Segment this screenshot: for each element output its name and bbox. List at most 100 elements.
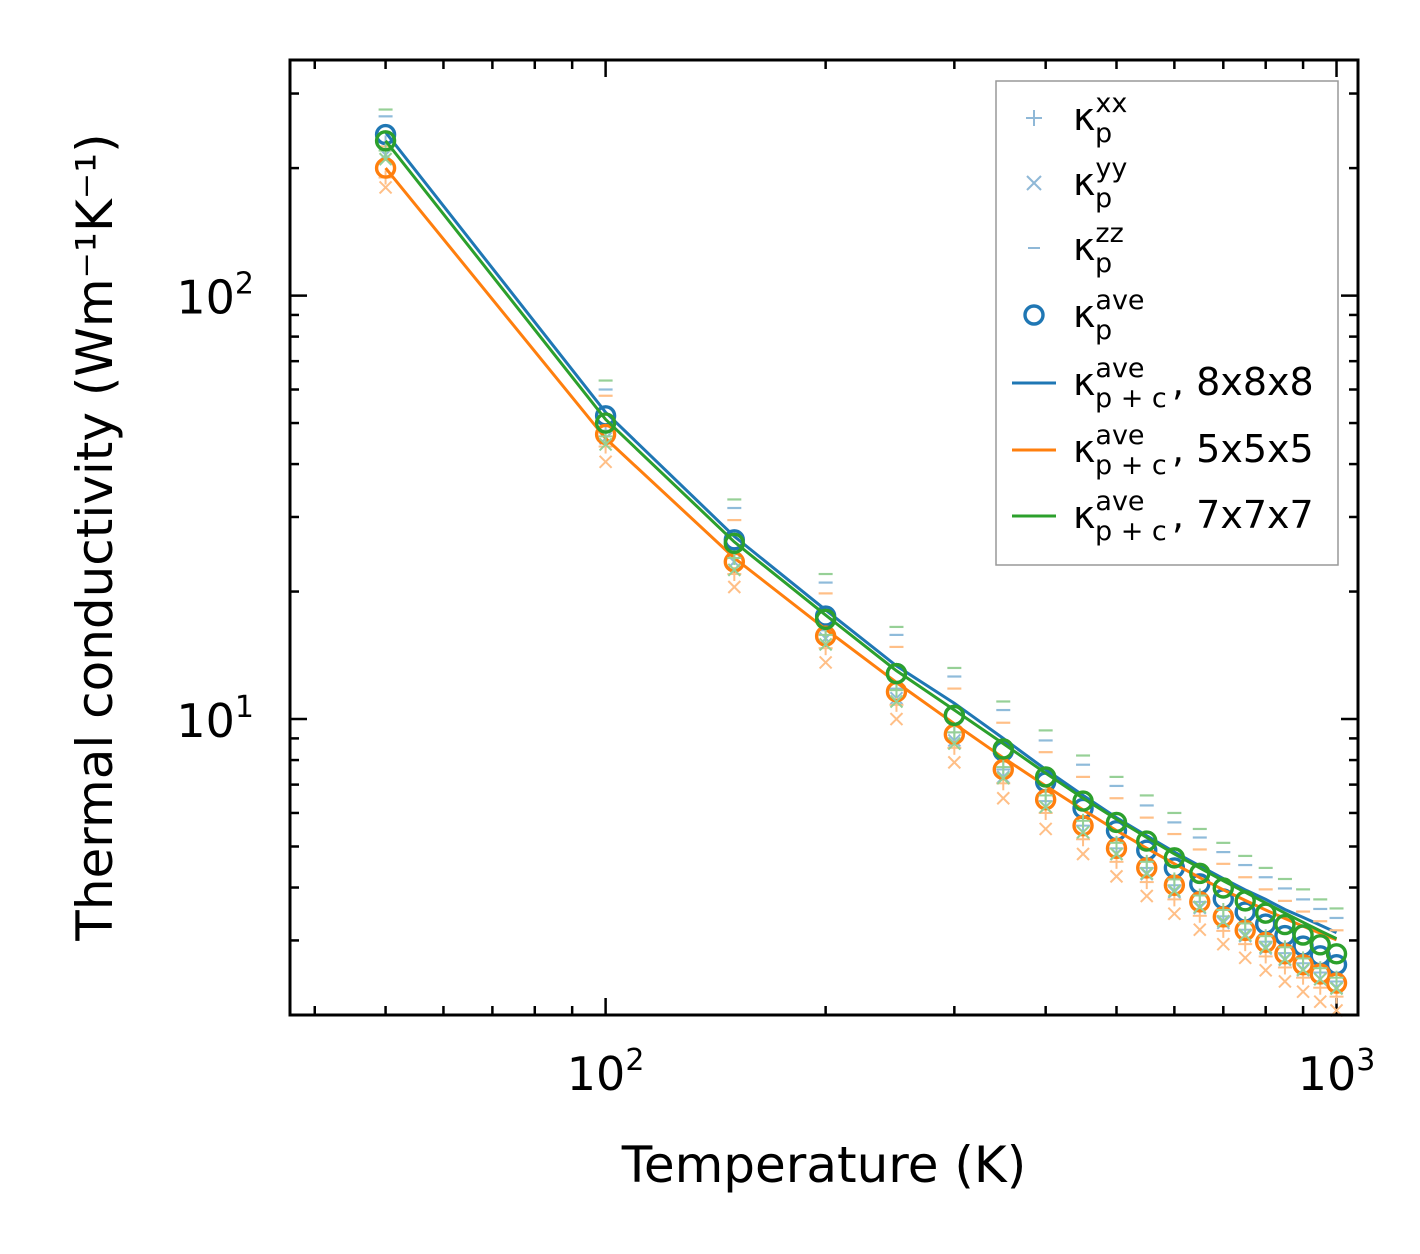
kyy-point-5x5x5 (1313, 994, 1327, 1009)
kave-point-7x7x7 (943, 704, 966, 727)
kave-point-7x7x7 (1254, 902, 1277, 924)
kyy-point-5x5x5-b (598, 455, 613, 469)
legend-circle-marker (1023, 304, 1045, 326)
legend-label: κave (1073, 486, 1145, 537)
kyy-point-5x5x5-b (1296, 985, 1310, 999)
legend-label: κyy (1073, 153, 1127, 204)
kyy-point-7x7x7 (1313, 972, 1327, 986)
kave-point-7x7x7 (1189, 862, 1211, 885)
kyy-point-7x7x7 (1167, 884, 1182, 898)
kyy-point-5x5x5-b (727, 580, 742, 594)
kyy-point-7x7x7-b (1296, 962, 1310, 977)
kxx-point-7x7x7 (1109, 835, 1124, 850)
kyy-point-5x5x5-b (1313, 994, 1327, 1009)
kyy-point-5x5x5 (1140, 889, 1154, 903)
kyy-point-7x7x7-b (1140, 866, 1154, 881)
kave-point-7x7x7 (1072, 790, 1094, 812)
kyy-point-5x5x5-b (1140, 889, 1154, 903)
kxx-point-7x7x7 (1313, 961, 1328, 976)
kave-point-7x7x7 (885, 662, 908, 685)
kyy-point-5x5x5 (1216, 937, 1231, 951)
kyy-point-5x5x5 (1193, 923, 1207, 937)
kave-point-7x7x7 (1212, 877, 1235, 899)
kyy-point-7x7x7 (889, 694, 904, 709)
kave-point-7x7x7 (1105, 811, 1128, 834)
kyy-point-5x5x5-b (996, 791, 1010, 805)
kyy-point-7x7x7-b (1076, 825, 1090, 840)
kyy-point-7x7x7 (1076, 825, 1090, 840)
kave-point-7x7x7 (723, 532, 746, 554)
kyy-point-7x7x7 (1216, 914, 1231, 928)
legend-label: κave (1073, 353, 1145, 404)
kyy-point-8x8x8-b (947, 733, 962, 748)
kyy-point-7x7x7 (996, 771, 1010, 785)
kyy-point-5x5x5-b (1278, 974, 1292, 989)
kyy-point-5x5x5-b (1167, 906, 1182, 921)
kxx-point-7x7x7 (1167, 872, 1182, 887)
legend-tail: , 5x5x5 (1172, 427, 1314, 471)
kyy-point-7x7x7-b (1313, 972, 1327, 986)
kyy-point-5x5x5 (1238, 951, 1252, 965)
kyy-point-5x5x5-b (1258, 963, 1273, 978)
kyy-point-7x7x7-b (1258, 940, 1273, 955)
kave-point-7x7x7 (1136, 830, 1158, 852)
kyy-point-5x5x5-b (1038, 822, 1053, 836)
kxx-point-7x7x7 (1216, 902, 1231, 917)
fit-line-7x7x7 (384, 139, 1338, 940)
kyy-point-5x5x5-b (1193, 923, 1207, 937)
legend-subscript: p (1095, 248, 1112, 279)
kyy-point-7x7x7 (1329, 981, 1344, 996)
kyy-point-8x8x8 (1216, 916, 1231, 930)
kave-point-7x7x7 (814, 608, 837, 630)
legend-subscript: p (1095, 183, 1112, 214)
kyy-point-7x7x7-b (1278, 952, 1292, 966)
kave-point-7x7x7 (1274, 913, 1296, 936)
kave-point-7x7x7 (1292, 924, 1314, 946)
kyy-point-7x7x7-b (727, 563, 742, 577)
legend-subscript: p (1095, 315, 1112, 346)
legend-label: κave (1073, 285, 1145, 336)
y-tick-label: 102 (176, 267, 254, 325)
kxx-point-7x7x7 (1038, 788, 1053, 803)
kave-point-7x7x7 (1234, 890, 1256, 912)
kyy-point-5x5x5 (1258, 963, 1273, 978)
kyy-point-7x7x7 (378, 152, 393, 166)
legend-subscript: p + c (1095, 516, 1167, 547)
kyy-point-5x5x5 (818, 655, 833, 670)
kyy-point-5x5x5 (1109, 869, 1124, 884)
kyy-point-7x7x7 (1038, 800, 1053, 814)
legend-label: κxx (1073, 88, 1127, 139)
legend-x-marker-b (1026, 175, 1042, 191)
kave-point-8x8x8 (374, 123, 397, 146)
kyy-point-5x5x5 (727, 580, 742, 594)
kyy-point-7x7x7 (1278, 952, 1292, 966)
kyy-point-5x5x5-b (1109, 869, 1124, 884)
kyy-point-7x7x7 (727, 563, 742, 577)
kyy-point-5x5x5 (1167, 906, 1182, 921)
x-tick-label: 103 (1298, 1043, 1376, 1101)
kave-point-7x7x7 (1163, 847, 1186, 869)
x-axis-title: Temperature (K) (621, 1136, 1026, 1194)
kave-point-7x7x7 (594, 412, 617, 434)
kyy-point-5x5x5-b (818, 655, 833, 670)
kyy-point-7x7x7-b (996, 771, 1010, 785)
kyy-point-7x7x7 (1140, 866, 1154, 881)
kyy-point-5x5x5 (889, 712, 904, 726)
kyy-point-5x5x5 (1038, 822, 1053, 836)
legend-tail: , 8x8x8 (1172, 360, 1314, 404)
legend-subscript: p + c (1095, 383, 1167, 414)
y-axis-title: Thermal conductivity (Wm⁻¹K⁻¹) (66, 133, 124, 941)
kyy-point-5x5x5-b (889, 712, 904, 726)
kxx-point-7x7x7 (818, 627, 833, 642)
series-7x7x7 (374, 108, 1348, 996)
legend-label: κave (1073, 420, 1145, 471)
kyy-point-5x5x5-b (1216, 937, 1231, 951)
legend-x-marker (1026, 175, 1042, 191)
kave-point-7x7x7 (1325, 943, 1348, 965)
